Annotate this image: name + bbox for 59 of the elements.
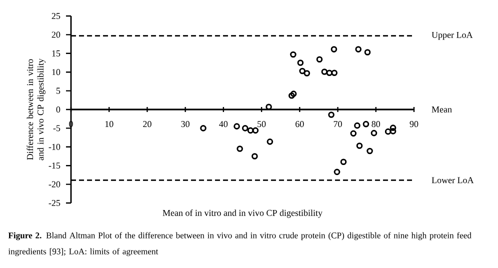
ref-line-label: Mean [432, 106, 452, 112]
point [288, 92, 295, 99]
y-tick-label: -20 [48, 181, 60, 188]
point [247, 127, 254, 134]
y-tick-label: 25 [52, 12, 60, 20]
x-axis-title: Mean of in vitro and in vivo CP digestibility [162, 210, 322, 218]
point [316, 56, 323, 63]
point [390, 124, 396, 131]
point [299, 68, 306, 74]
ref-line-label: Lower LoA [432, 177, 474, 184]
point [326, 70, 333, 76]
point [384, 128, 392, 135]
y-tick-label: 5 [56, 88, 60, 94]
point [334, 168, 340, 176]
x-tick-label: 20 [143, 121, 152, 128]
y-tick-label: 15 [52, 50, 60, 56]
y-tick-label: 0 [56, 106, 60, 113]
point [252, 153, 258, 160]
text: Figure 2. Bland Altman Plot of the difference between in vivo and in vitro crude protein (CP) digestible of nine high protein feed ingredients [93]; LoA: limits of agreement [8, 232, 472, 256]
point [330, 46, 338, 52]
x-tick-label: 60 [296, 121, 304, 128]
x-tick-label: 50 [258, 121, 266, 128]
point [366, 148, 373, 154]
point [321, 68, 328, 75]
y-tick-label: 10 [52, 69, 60, 76]
x-tick-label: 40 [219, 121, 228, 128]
point [297, 60, 304, 66]
point [362, 120, 370, 128]
point [350, 130, 357, 137]
point [354, 122, 360, 129]
point [252, 127, 259, 134]
point [234, 123, 240, 130]
y-tick-label: -10 [48, 144, 60, 150]
y-tick-label: -25 [48, 200, 60, 206]
point [370, 130, 378, 136]
y-tick-label: -5 [53, 125, 60, 132]
point [242, 125, 248, 132]
x-tick-label: 70 [334, 121, 342, 128]
point [200, 125, 206, 132]
y-axis-title: Difference between in vitro and in vivo CP digestibility [26, 58, 46, 160]
ref-line-label: Upper LoA [432, 32, 473, 40]
point [364, 49, 371, 56]
y-tick-label: -15 [48, 162, 60, 169]
x-tick-label: 80 [372, 121, 380, 128]
point [340, 158, 347, 166]
point [328, 112, 334, 118]
point [290, 51, 296, 58]
point [266, 138, 274, 145]
x-tick-label: 10 [105, 121, 114, 128]
point [390, 128, 396, 134]
point [331, 70, 338, 76]
point [355, 46, 362, 52]
point [290, 90, 297, 97]
y-tick-label: 20 [52, 32, 60, 38]
point [304, 70, 310, 76]
x-tick-label: 90 [410, 121, 418, 128]
x-tick-label: 30 [181, 121, 190, 128]
point [236, 146, 243, 152]
point [356, 142, 363, 149]
